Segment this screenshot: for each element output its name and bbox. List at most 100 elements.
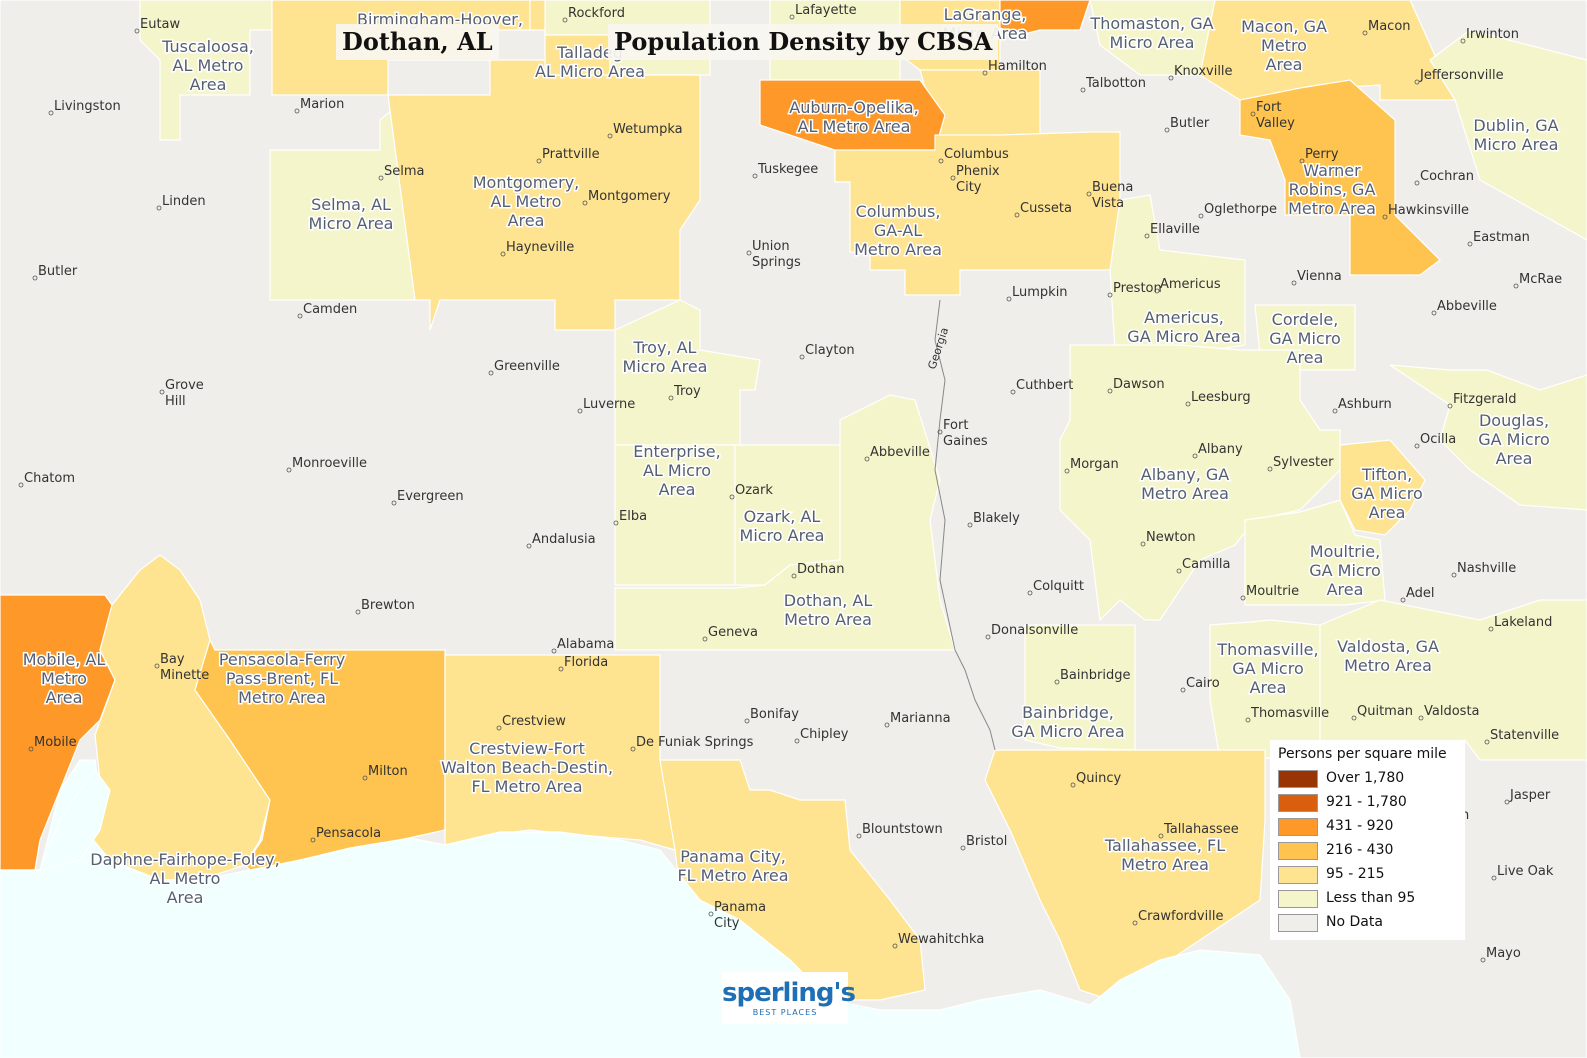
place-dot (1176, 568, 1182, 574)
area-labels: Tuscaloosa, AL Metro AreaBirmingham-Hoover… (21, 4, 1560, 909)
area-label: Talladeg AL Micro Area (535, 43, 645, 81)
place-label: Chatom (24, 471, 75, 486)
title-city: Dothan, AL (336, 24, 499, 60)
place-dot (1154, 288, 1160, 294)
place-dot (937, 429, 943, 435)
place-dot (1250, 111, 1256, 117)
place-label: Butler (1170, 116, 1210, 131)
place-label: Marion (300, 97, 344, 112)
place-label: Wetumpka (613, 122, 683, 137)
place-dot (1158, 833, 1164, 839)
place-dot (1014, 212, 1020, 218)
area-label: Tifton, GA Micro Area (1351, 465, 1423, 522)
place-label: Knoxville (1174, 64, 1233, 79)
place-dot (1491, 875, 1497, 881)
place-label: Crestview (502, 714, 566, 729)
place-label: Newton (1146, 530, 1196, 545)
area-label: Albany, GA Metro Area (1141, 465, 1230, 503)
legend-label: 216 - 430 (1326, 842, 1394, 858)
place-label: Talbotton (1085, 76, 1146, 91)
place-label: Moultrie (1246, 584, 1299, 599)
place-label: Ocilla (1420, 432, 1456, 447)
place-label: Cairo (1186, 676, 1220, 691)
place-label: Eastman (1473, 230, 1530, 245)
place-dot (1414, 443, 1420, 449)
region-douglas (1389, 364, 1587, 511)
place-dot (577, 408, 583, 414)
area-label: Auburn-Opelika, AL Metro Area (789, 98, 918, 136)
place-label: Oglethorpe (1204, 202, 1277, 217)
area-label: Mobile, AL Metro Area (23, 650, 106, 707)
place-dot (1010, 389, 1016, 395)
place-dot (378, 175, 384, 181)
place-label: Bristol (966, 834, 1007, 849)
legend: Persons per square mile Over 1,780 921 - … (1270, 740, 1465, 940)
place-dot (1351, 715, 1357, 721)
place-dot (488, 370, 494, 376)
place-label: Jeffersonville (1419, 68, 1504, 83)
place-dot (985, 634, 991, 640)
place-dot (1054, 679, 1060, 685)
place-label: Colquitt (1033, 579, 1084, 594)
legend-swatch (1278, 818, 1318, 836)
place-label: Quitman (1357, 704, 1413, 719)
place-dot (794, 738, 800, 744)
place-label: Crawfordville (1138, 909, 1223, 924)
region-daphne (69, 554, 271, 881)
place-dot (752, 173, 758, 179)
place-dot (551, 648, 557, 654)
place-dot (1180, 687, 1186, 693)
area-label: Thomasville, GA Micro Area (1216, 640, 1318, 697)
region-moultrie (1244, 499, 1386, 606)
place-dot (1467, 241, 1473, 247)
place-label: Statenville (1490, 728, 1559, 743)
place-dot (1484, 739, 1490, 745)
place-dot (1362, 30, 1368, 36)
place-dot (582, 200, 588, 206)
place-dot (864, 456, 870, 462)
place-label: Ozark (735, 483, 773, 498)
state-border-al-ga (934, 299, 996, 751)
place-dot (938, 158, 944, 164)
place-dot (1198, 213, 1204, 219)
legend-label: Over 1,780 (1326, 770, 1405, 786)
place-dot (1080, 87, 1086, 93)
place-label: Eutaw (140, 17, 181, 32)
legend-swatch (1278, 770, 1318, 788)
place-dot (134, 28, 140, 34)
place-dot (1480, 957, 1486, 963)
place-label: Camden (303, 302, 357, 317)
place-dot (884, 722, 890, 728)
place-dot (1070, 782, 1076, 788)
place-label: Tallahassee (1163, 822, 1239, 837)
place-dot (702, 636, 708, 642)
place-label: Hayneville (506, 240, 574, 255)
region-columbus (834, 131, 1121, 296)
place-label: Cochran (1420, 169, 1474, 184)
place-dot (355, 609, 361, 615)
place-dot (1267, 466, 1273, 472)
place-label: Tuskegee (757, 162, 818, 177)
place-dot (1291, 280, 1297, 286)
place-label: Grove Hill (165, 378, 204, 409)
place-dot (362, 775, 368, 781)
place-dot (500, 251, 506, 257)
place-dot (746, 250, 752, 256)
place-label: Brewton (361, 598, 415, 613)
place-label: De Funiak Springs (636, 735, 754, 750)
place-dot (744, 718, 750, 724)
area-label: Dothan, AL Metro Area (784, 591, 873, 629)
place-label: Lakeland (1494, 615, 1552, 630)
place-label: Hawkinsville (1388, 203, 1469, 218)
place-dot (1460, 38, 1466, 44)
place-dot (1027, 590, 1033, 596)
place-dot (791, 573, 797, 579)
place-dot (1447, 403, 1453, 409)
place-label: Live Oak (1497, 864, 1554, 879)
sperlings-logo: sperling's BEST PLACES (722, 972, 856, 1024)
place-label: Camilla (1182, 557, 1231, 572)
logo-tagline: BEST PLACES (752, 1008, 818, 1017)
region-dothan (614, 394, 956, 651)
place-dot (1240, 595, 1246, 601)
place-dot (950, 175, 956, 181)
